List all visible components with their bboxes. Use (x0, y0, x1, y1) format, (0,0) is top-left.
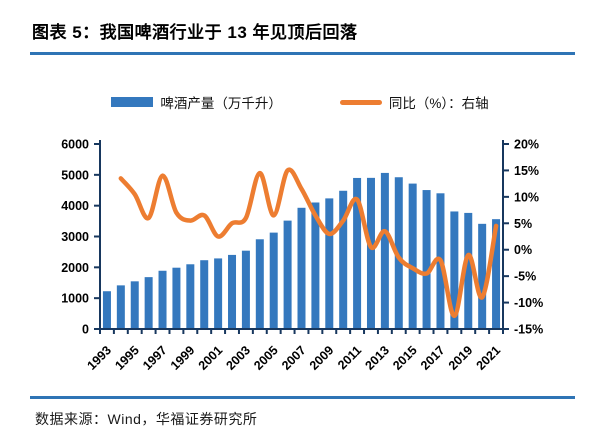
right-axis-label: 0% (514, 243, 532, 257)
bar-2006 (283, 220, 292, 329)
x-axis-label: 2009 (307, 343, 337, 373)
figure-header: 图表 5：我国啤酒行业于 13 年见顶后回落 (30, 0, 575, 55)
x-axis-label: 2013 (362, 343, 392, 373)
bar-swatch-icon (111, 97, 154, 107)
line-swatch-icon (339, 99, 382, 105)
right-axis-label: -10% (514, 296, 543, 310)
bar-1996 (144, 277, 153, 329)
x-axis-label: 2003 (223, 343, 253, 373)
right-axis-label: -15% (514, 323, 543, 337)
bar-2003 (241, 250, 250, 329)
bar-2000 (200, 260, 209, 329)
bar-2005 (269, 232, 278, 329)
left-axis-label: 3000 (61, 230, 89, 244)
bar-2018 (450, 211, 459, 329)
left-axis-label: 6000 (61, 138, 89, 152)
right-axis-label: 10% (514, 190, 539, 204)
right-axis-label: 5% (514, 217, 532, 231)
x-axis-label: 2019 (446, 343, 476, 373)
bar-2019 (464, 212, 473, 329)
bar-1995 (130, 281, 139, 329)
x-axis-label: 1995 (112, 343, 142, 373)
bar-1994 (116, 285, 125, 329)
bar-1998 (172, 267, 181, 329)
bar-2008 (311, 202, 320, 329)
axes (94, 140, 509, 334)
x-axis-label: 2021 (474, 343, 504, 373)
bar-2020 (478, 223, 487, 329)
x-axis-label: 1993 (85, 343, 115, 373)
left-axis-label: 5000 (61, 168, 89, 182)
bar-2013 (380, 172, 389, 329)
x-axis-label: 1997 (140, 343, 170, 373)
bar-2021 (492, 219, 501, 329)
right-axis-label: 15% (514, 164, 539, 178)
bar-2010 (339, 190, 348, 329)
right-axis-label: -5% (514, 270, 536, 284)
bar-2007 (297, 207, 306, 329)
bar-2016 (422, 190, 431, 329)
yoy-line (118, 167, 499, 319)
figure-title: 图表 5：我国啤酒行业于 13 年见顶后回落 (32, 23, 358, 42)
bar-2002 (228, 254, 237, 329)
x-axis-label: 1999 (168, 343, 198, 373)
legend-item-production: 啤酒产量（万千升） (111, 92, 282, 112)
data-source-text: 数据来源：Wind，华福证券研究所 (35, 411, 258, 427)
left-axis-label: 2000 (61, 261, 89, 275)
legend-item-yoy: 同比（%）：右轴 (339, 92, 489, 112)
x-axis-label: 2007 (279, 343, 309, 373)
right-axis-label: 20% (514, 138, 539, 152)
legend-label-production: 啤酒产量（万千升） (160, 96, 282, 111)
figure-footer: 数据来源：Wind，华福证券研究所 (30, 396, 575, 429)
left-axis-label: 4000 (61, 199, 89, 213)
x-axis-label: 2001 (196, 343, 226, 373)
bar-1999 (186, 264, 195, 329)
chart-legend: 啤酒产量（万千升） 同比（%）：右轴 (0, 92, 600, 112)
bar-2011 (353, 177, 362, 329)
bar-2004 (255, 239, 264, 329)
x-axis-label: 2011 (335, 343, 364, 372)
bar-2014 (394, 177, 403, 329)
left-axis-label: 0 (82, 323, 89, 337)
x-axis-label: 2015 (390, 343, 420, 373)
x-axis-label: 2017 (418, 343, 448, 373)
bar-2009 (325, 198, 334, 329)
left-axis-label: 1000 (61, 292, 89, 306)
bar-2015 (408, 183, 417, 329)
legend-label-yoy: 同比（%）：右轴 (388, 96, 489, 111)
bar-2012 (366, 177, 375, 329)
x-axis-label: 2005 (251, 343, 281, 373)
bar-1993 (102, 291, 111, 329)
bars-series (102, 172, 501, 329)
bar-1997 (158, 270, 167, 329)
bar-2001 (214, 258, 223, 329)
